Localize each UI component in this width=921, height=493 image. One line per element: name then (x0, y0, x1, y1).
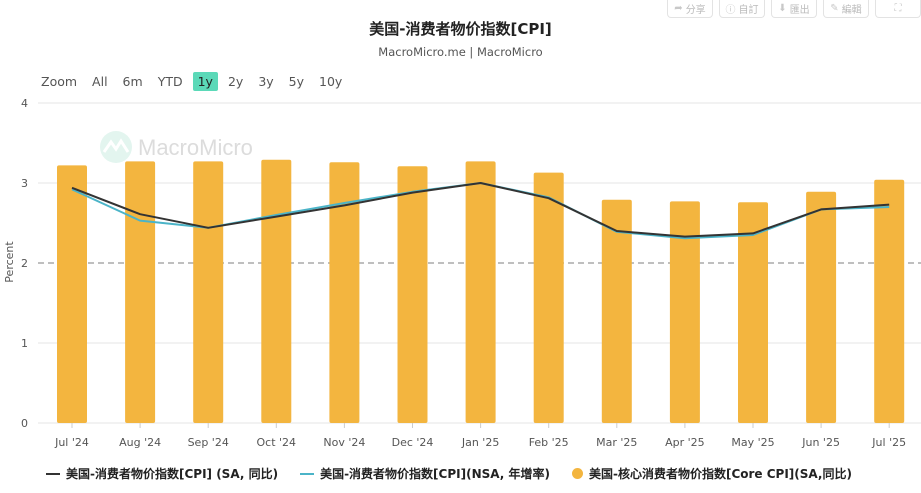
core-cpi-bar[interactable] (465, 161, 496, 423)
zoom-5y-button[interactable]: 5y (288, 74, 305, 89)
core-cpi-bar[interactable] (261, 159, 292, 424)
legend-line-icon (46, 472, 60, 475)
y-tick-label: 3 (21, 177, 28, 190)
chart-legend: 美国-消费者物价指数[CPI] (SA, 同比) 美国-消费者物价指数[CPI]… (46, 465, 874, 482)
zoom-1y-button[interactable]: 1y (192, 72, 218, 91)
custom-label: 自訂 (738, 5, 759, 16)
x-tick-label: Apr '25 (665, 436, 705, 449)
zoom-6m-button[interactable]: 6m (122, 74, 143, 89)
core-cpi-bar[interactable] (806, 191, 837, 423)
legend-item-cpi-sa[interactable]: 美国-消费者物价指数[CPI] (SA, 同比) (46, 465, 278, 482)
y-tick-label: 2 (21, 257, 28, 270)
x-tick-label: Jan '25 (461, 436, 499, 449)
core-cpi-bar[interactable] (601, 199, 632, 423)
share-icon: ➦ (674, 3, 683, 14)
zoom-ytd-button[interactable]: YTD (157, 74, 183, 89)
cpi-sa-line[interactable] (71, 182, 890, 238)
x-tick-label: Mar '25 (596, 436, 637, 449)
info-icon: ⓘ (725, 5, 736, 16)
legend-label: 美国-核心消费者物价指数[Core CPI](SA,同比) (588, 467, 852, 481)
edit-button[interactable]: ✎ 編輯 (823, 0, 869, 18)
zoom-3y-button[interactable]: 3y (258, 74, 274, 89)
zoom-selector: Zoom All 6m YTD 1y 2y 3y 5y 10y (41, 72, 352, 91)
x-tick-label: Aug '24 (119, 436, 161, 449)
legend-item-core-cpi[interactable]: 美国-核心消费者物价指数[Core CPI](SA,同比) (571, 465, 852, 482)
core-cpi-bar[interactable] (738, 202, 768, 423)
export-label: 匯出 (789, 5, 810, 16)
legend-dot-icon (571, 468, 583, 479)
export-button[interactable]: ⬇ 匯出 (771, 0, 817, 18)
y-tick-label: 0 (21, 417, 28, 430)
zoom-10y-button[interactable]: 10y (319, 74, 343, 89)
core-cpi-bar[interactable] (193, 161, 224, 423)
chart-subtitle: MacroMicro.me | MacroMicro (378, 45, 543, 59)
core-cpi-bar[interactable] (57, 165, 87, 423)
x-tick-label: Jul '25 (871, 436, 906, 449)
legend-label: 美国-消费者物价指数[CPI](NSA, 年增率) (320, 467, 550, 481)
core-cpi-bar[interactable] (669, 201, 700, 423)
download-icon: ⬇ (778, 3, 787, 14)
legend-label: 美国-消费者物价指数[CPI] (SA, 同比) (66, 467, 279, 481)
x-tick-label: Nov '24 (323, 436, 365, 449)
chart-toolbar: ➦ 分享 ⓘ 自訂 ⬇ 匯出 ✎ 編輯 ⛶ (667, 0, 921, 18)
y-tick-label: 1 (21, 337, 28, 350)
share-label: 分享 (685, 5, 706, 16)
edit-icon: ✎ (830, 3, 839, 14)
legend-item-cpi-nsa[interactable]: 美国-消费者物价指数[CPI](NSA, 年增率) (300, 465, 550, 482)
x-tick-label: Dec '24 (392, 436, 434, 449)
share-button[interactable]: ➦ 分享 (667, 0, 713, 18)
zoom-label: Zoom (41, 74, 78, 89)
watermark-text: MacroMicro (138, 135, 253, 160)
x-tick-label: Jul '24 (54, 436, 89, 449)
y-axis-label: Percent (3, 241, 16, 283)
core-cpi-bar[interactable] (125, 161, 156, 423)
zoom-all-button[interactable]: All (92, 74, 108, 89)
core-cpi-bar[interactable] (397, 166, 428, 423)
core-cpi-bar[interactable] (533, 172, 564, 423)
edit-label: 編輯 (841, 5, 862, 16)
x-tick-label: May '25 (731, 436, 774, 449)
x-tick-label: Feb '25 (529, 436, 569, 449)
zoom-2y-button[interactable]: 2y (227, 74, 244, 89)
x-tick-label: Sep '24 (188, 436, 229, 449)
watermark: MacroMicro (100, 131, 253, 163)
macromicro-logo-mark (102, 138, 130, 153)
y-tick-label: 4 (21, 97, 28, 110)
x-tick-label: Oct '24 (257, 436, 297, 449)
x-tick-label: Jun '25 (801, 436, 840, 449)
legend-line-icon (300, 472, 315, 475)
core-cpi-bar[interactable] (874, 179, 905, 423)
fullscreen-icon: ⛶ (894, 3, 902, 14)
core-cpi-bar[interactable] (329, 162, 360, 423)
custom-button[interactable]: ⓘ 自訂 (719, 0, 765, 18)
chart-title: 美国-消费者物价指数[CPI] (369, 20, 552, 38)
